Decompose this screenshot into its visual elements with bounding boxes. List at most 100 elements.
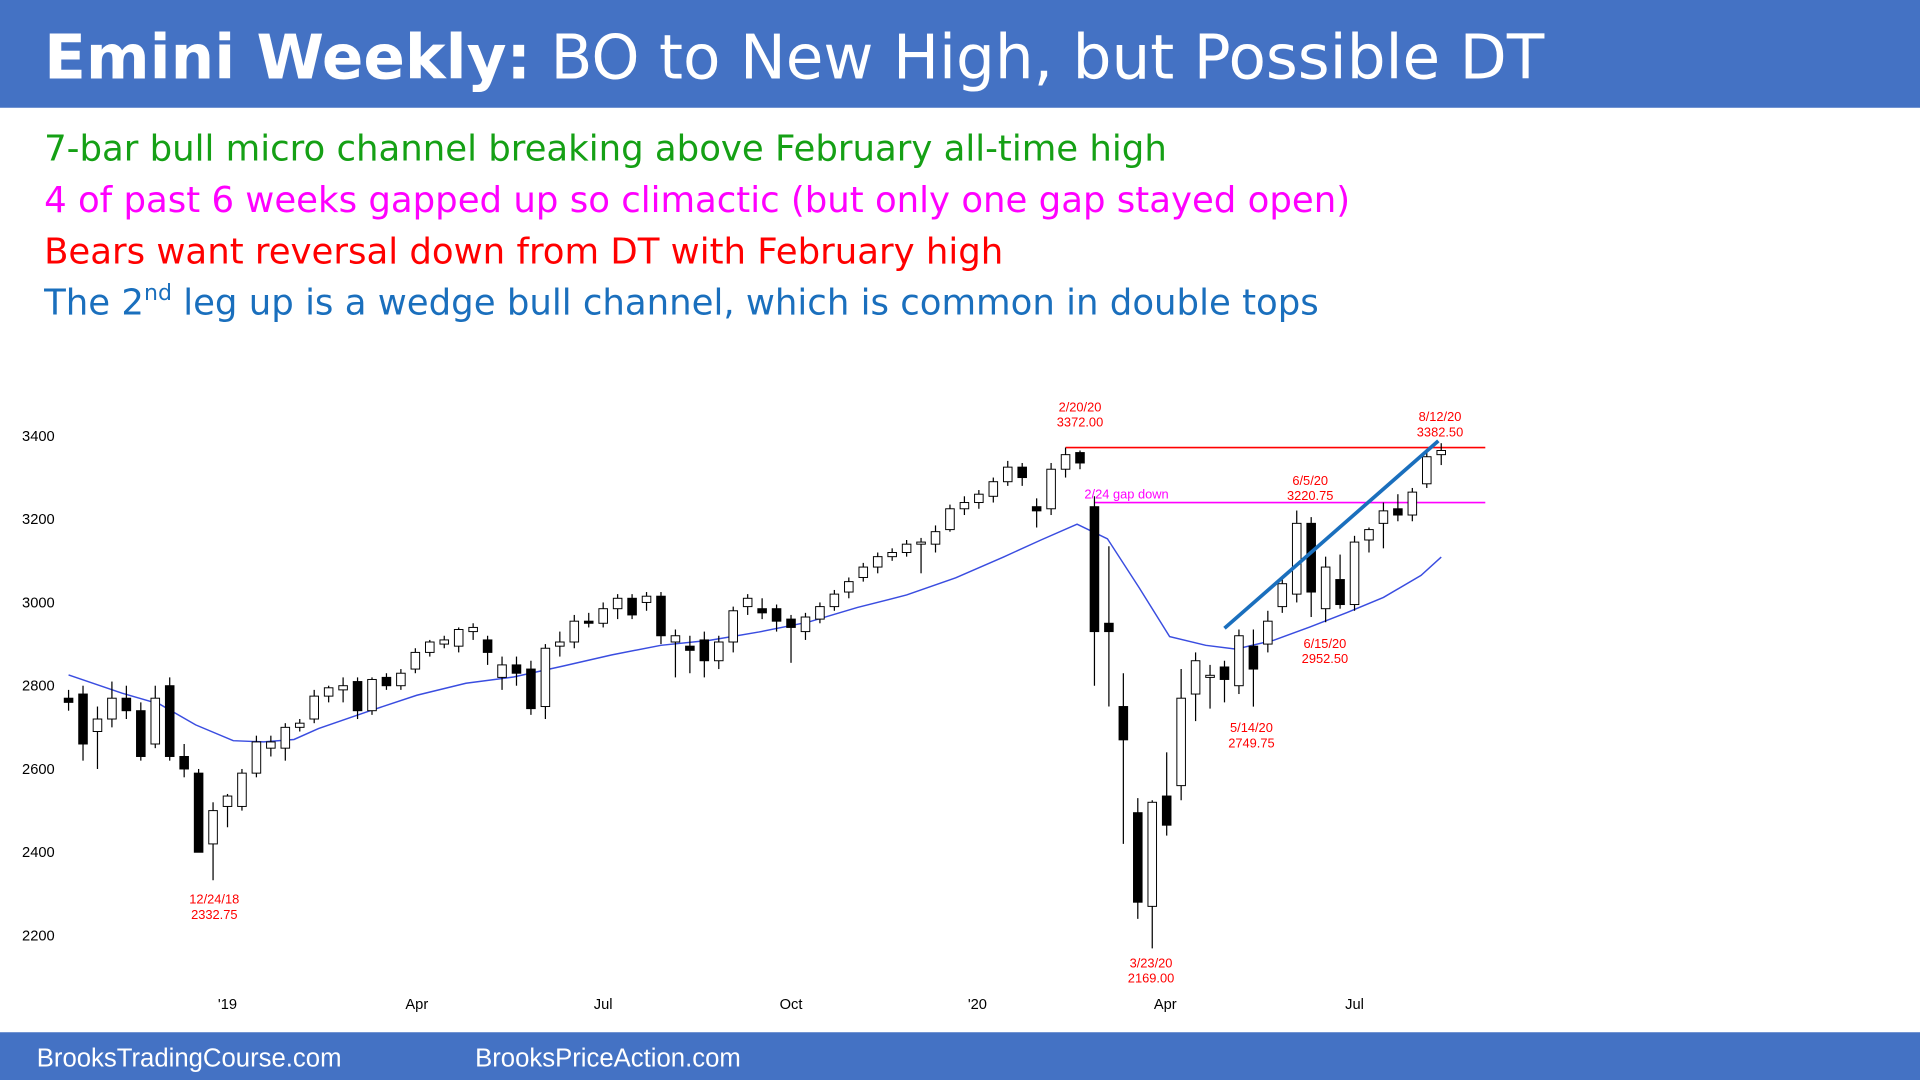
candle-body <box>511 664 522 674</box>
candle-body <box>1421 456 1432 485</box>
notes: 7-bar bull micro channel breaking above … <box>43 128 1350 323</box>
candle-body <box>786 618 796 628</box>
candle-body <box>569 620 580 643</box>
candle-body <box>1234 635 1244 687</box>
annotation: 3/23/20 <box>1130 955 1173 970</box>
x-tick-label: Apr <box>1154 997 1177 1013</box>
candle-body <box>1161 795 1172 826</box>
candle-body <box>1335 579 1345 606</box>
candle-body <box>887 552 897 558</box>
candle-body <box>323 687 334 697</box>
candle-body <box>757 608 767 614</box>
candle-body <box>916 541 926 545</box>
annotation: 2952.50 <box>1302 651 1348 666</box>
candle-body <box>179 755 189 770</box>
candle-body <box>453 629 464 647</box>
footer-band <box>0 1032 1920 1080</box>
candle-body <box>381 676 392 687</box>
annotation: 2749.75 <box>1228 736 1274 751</box>
candle-body <box>627 597 637 616</box>
y-tick-label: 2800 <box>22 679 55 695</box>
candle-body <box>338 685 348 691</box>
footer-left: BrooksTradingCourse.com <box>37 1045 342 1073</box>
candle-body <box>1248 645 1259 670</box>
candle-body <box>714 641 724 662</box>
note-text: 4 of past 6 weeks gapped up so climactic… <box>44 180 1350 221</box>
candle-body <box>482 639 493 653</box>
y-tick-label: 2200 <box>22 928 55 944</box>
candle-body <box>1089 506 1100 633</box>
candle-body <box>107 697 117 720</box>
candle-body <box>136 710 146 757</box>
candle-body <box>367 678 377 712</box>
candle-body <box>670 635 681 643</box>
candle-body <box>844 581 854 593</box>
note-text: leg up is a wedge bull channel, which is… <box>172 283 1319 324</box>
candle-body <box>425 641 435 653</box>
y-tick-label: 2600 <box>22 762 55 778</box>
candle-body <box>468 626 478 633</box>
y-tick-label: 3000 <box>22 595 55 611</box>
candle-body <box>251 741 262 774</box>
candle-body <box>1060 454 1071 470</box>
note-text: 7-bar bull micro channel breaking above … <box>44 128 1167 169</box>
header-band <box>0 0 1920 108</box>
candle-body <box>280 726 291 749</box>
candle-body <box>945 508 955 531</box>
candle-body <box>959 502 970 510</box>
candle-body <box>815 606 825 620</box>
note: 7-bar bull micro channel breaking above … <box>44 128 1167 169</box>
candle-body <box>974 493 984 504</box>
y-tick-label: 3200 <box>22 512 55 528</box>
candle-body <box>497 664 507 678</box>
title-rest: BO to New High, but Possible DT <box>531 22 1545 93</box>
candle-body <box>1219 666 1230 680</box>
annotation: 6/15/20 <box>1303 636 1346 651</box>
x-tick-label: Jul <box>1345 997 1364 1013</box>
plot: 2200 2400 2600 2800 3000 3200 3400 '19 Apr Jul Oct… <box>22 399 1486 1013</box>
x-tick-label: '19 <box>218 997 237 1013</box>
candle-body <box>685 645 695 651</box>
trendline <box>1223 439 1440 630</box>
note-superscript: nd <box>144 281 172 306</box>
candle-body <box>78 693 88 745</box>
title-bold: Emini Weekly: <box>44 22 531 93</box>
candle-body <box>309 695 319 720</box>
candle-body <box>1393 508 1403 516</box>
candle-body <box>410 651 421 670</box>
annotation: 2332.75 <box>191 907 237 922</box>
candle-body <box>1176 697 1186 787</box>
candle-body <box>1349 541 1360 606</box>
candle-body <box>193 772 204 853</box>
annotation: 3382.50 <box>1417 425 1463 440</box>
candle-body <box>829 593 840 608</box>
candle-body <box>1320 566 1331 610</box>
candle-body <box>858 566 869 578</box>
candle-body <box>800 616 811 633</box>
candle-body <box>208 810 218 845</box>
note-text: The 2 <box>43 283 144 324</box>
annotation: 3372.00 <box>1057 415 1103 430</box>
footer-right: BrooksPriceAction.com <box>475 1045 741 1073</box>
x-tick-label: Oct <box>780 997 803 1013</box>
candle-body <box>150 697 161 745</box>
candle-body <box>1364 529 1374 541</box>
candle-body <box>266 741 276 749</box>
candle-body <box>1133 812 1143 903</box>
candle-body <box>1407 491 1418 516</box>
note: The 2nd leg up is a wedge bull channel, … <box>43 281 1319 324</box>
annotation: 2/24 gap down <box>1084 486 1168 501</box>
candle-body <box>1263 620 1273 645</box>
candle-body <box>1118 706 1129 741</box>
title: Emini Weekly: BO to New High, but Possib… <box>44 22 1545 93</box>
note: Bears want reversal down from DT with Fe… <box>44 231 1003 272</box>
candle-body <box>699 639 710 662</box>
candle-body <box>1017 466 1027 479</box>
candle-body <box>164 685 175 757</box>
candle-body <box>1147 801 1158 907</box>
candle-body <box>583 620 594 624</box>
candle-body <box>1002 466 1013 483</box>
candle-body <box>63 697 74 703</box>
